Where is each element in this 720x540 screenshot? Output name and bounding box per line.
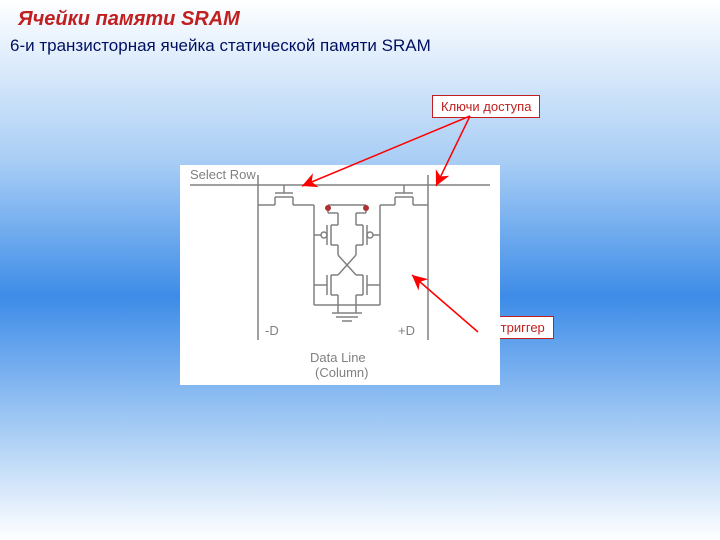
plus-d-label: +D xyxy=(398,323,415,338)
column-label: (Column) xyxy=(315,365,368,380)
minus-d-label: -D xyxy=(265,323,279,338)
access-keys-label: Ключи доступа xyxy=(432,95,540,118)
circuit-diagram: Select Row -D +D Data Line (Column) xyxy=(180,165,500,385)
page-subtitle: 6-и транзисторная ячейка статической пам… xyxy=(10,36,431,56)
data-line-label: Data Line xyxy=(310,350,366,365)
page-title: Ячейки памяти SRAM xyxy=(18,8,240,31)
select-row-label: Select Row xyxy=(190,167,256,182)
